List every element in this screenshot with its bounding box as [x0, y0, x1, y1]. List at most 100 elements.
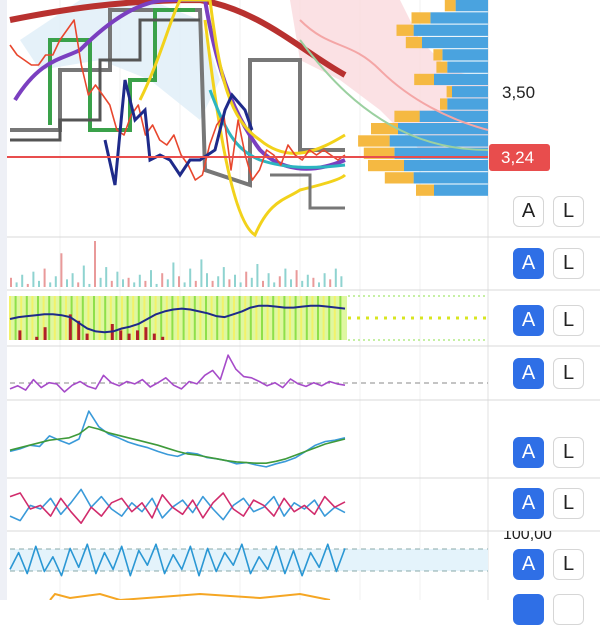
- volume-bar-14: [88, 283, 91, 287]
- volume-bar-30: [178, 276, 180, 287]
- trend-red-bar-8: [77, 320, 81, 340]
- volume-bar-26: [155, 283, 158, 287]
- panel-0-log-button[interactable]: L: [553, 196, 584, 227]
- panel-5-log-button[interactable]: L: [553, 488, 584, 519]
- bottom-orange-line: [49, 592, 331, 600]
- volume-profile-blue-1: [430, 12, 488, 24]
- volume-bar-2: [21, 274, 24, 287]
- panel-2-log-button[interactable]: L: [553, 305, 584, 336]
- volume-profile-blue-11: [389, 135, 488, 147]
- volume-profile-orange-9: [394, 110, 420, 122]
- panel-1-autoscale-button[interactable]: A: [513, 248, 544, 279]
- volume-bar-4: [32, 271, 35, 287]
- volume-bar-39: [228, 279, 231, 287]
- volume-bar-52: [301, 280, 304, 287]
- osc3-pink-line: [9, 492, 346, 525]
- volume-bar-0: [10, 277, 12, 287]
- volume-profile-orange-14: [384, 172, 414, 184]
- volume-bar-32: [189, 268, 192, 287]
- volume-bar-22: [133, 282, 136, 287]
- trend-navy-line: [9, 304, 346, 334]
- volume-profile-orange-8: [440, 98, 448, 110]
- osc4-band: [10, 549, 488, 571]
- volume-bar-31: [183, 282, 186, 287]
- volume-profile-orange-3: [405, 36, 422, 49]
- volume-bar-8: [54, 276, 57, 287]
- volume-profile-orange-13: [368, 159, 404, 172]
- volume-bar-36: [211, 280, 214, 287]
- volume-bar-47: [273, 282, 276, 287]
- panel-3-log-button[interactable]: L: [553, 358, 584, 389]
- volume-bar-33: [194, 280, 197, 287]
- trend-red-bar-15: [136, 330, 139, 340]
- left-edge-bar: [0, 0, 7, 600]
- volume-profile-orange-0: [444, 0, 456, 12]
- chart-canvas: [7, 0, 600, 600]
- volume-bar-25: [150, 270, 152, 287]
- volume-bar-3: [26, 283, 29, 287]
- volume-bar-21: [127, 277, 130, 287]
- volume-bar-5: [38, 280, 40, 287]
- volume-bar-43: [250, 277, 253, 287]
- volume-profile-blue-6: [434, 73, 488, 86]
- volume-profile-blue-4: [442, 49, 488, 61]
- volume-bar-27: [161, 273, 164, 287]
- volume-profile-blue-13: [404, 159, 488, 172]
- volume-bar-1: [15, 282, 18, 287]
- panel-7-autoscale-button-clipped[interactable]: [513, 594, 544, 625]
- volume-bar-50: [290, 279, 292, 287]
- panel-6-log-button[interactable]: L: [553, 549, 584, 580]
- volume-profile-blue-14: [413, 172, 488, 184]
- osc4-blue-line: [9, 543, 346, 577]
- navy-signal-line: [103, 79, 254, 186]
- panel-0-autoscale-button[interactable]: A: [513, 196, 544, 227]
- panel-2-autoscale-button[interactable]: A: [513, 305, 544, 336]
- price-level-label: 3,50: [502, 83, 536, 102]
- volume-profile-blue-0: [455, 0, 488, 12]
- volume-bar-55: [318, 282, 320, 287]
- volume-profile-orange-7: [446, 86, 452, 98]
- volume-bar-10: [66, 279, 68, 287]
- volume-bar-16: [99, 277, 102, 287]
- panel-6-autoscale-button[interactable]: A: [513, 549, 544, 580]
- trend-red-bar-18: [161, 336, 165, 340]
- trend-red-bar-9: [85, 333, 89, 340]
- panel-3-autoscale-button[interactable]: A: [513, 358, 544, 389]
- volume-profile-blue-5: [447, 61, 488, 73]
- volume-profile-blue-8: [447, 98, 488, 110]
- volume-bar-42: [245, 271, 248, 287]
- volume-profile-orange-12: [363, 147, 395, 159]
- volume-bar-57: [329, 279, 332, 287]
- volume-bar-40: [234, 274, 236, 287]
- volume-bar-56: [323, 273, 326, 287]
- osc3-blue-line: [9, 488, 346, 522]
- panel-1-log-button[interactable]: L: [553, 248, 584, 279]
- panel-4-log-button[interactable]: L: [553, 437, 584, 468]
- panel-5-autoscale-button[interactable]: A: [513, 488, 544, 519]
- current-price-badge: 3,24: [489, 144, 550, 171]
- trend-red-bar-17: [152, 333, 156, 340]
- volume-bar-23: [138, 274, 141, 287]
- volume-bar-48: [278, 276, 281, 287]
- volume-bar-13: [82, 265, 85, 287]
- volume-bar-34: [200, 259, 203, 287]
- volume-bar-19: [116, 271, 119, 287]
- volume-bar-24: [144, 280, 147, 287]
- volume-profile-orange-15: [416, 184, 434, 196]
- volume-bar-17: [105, 267, 108, 287]
- panel-4-autoscale-button[interactable]: A: [513, 437, 544, 468]
- osc2-green-line: [9, 425, 346, 465]
- volume-bar-20: [122, 279, 124, 287]
- volume-bar-59: [340, 276, 343, 287]
- volume-bar-38: [222, 267, 225, 287]
- price-line-series: [9, 19, 346, 181]
- lead-span-red: [299, 19, 489, 131]
- trend-red-bar-7: [68, 314, 72, 340]
- volume-bar-18: [110, 280, 113, 287]
- volume-bar-44: [256, 264, 259, 287]
- moving-average-green: [48, 8, 195, 132]
- volume-bar-51: [295, 270, 298, 287]
- volume-profile-orange-10: [371, 123, 398, 135]
- volume-profile-blue-2: [413, 24, 488, 36]
- panel-7-log-button-clipped[interactable]: [553, 594, 584, 625]
